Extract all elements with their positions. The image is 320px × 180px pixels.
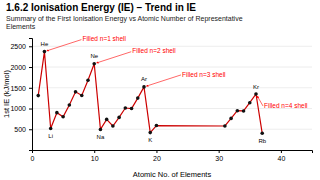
element-label: K [148, 137, 152, 143]
x-tick-label: 40 [277, 155, 285, 162]
y-tick: 500 [14, 126, 32, 133]
element-label: Li [48, 133, 53, 139]
element-label: Ar [141, 76, 147, 82]
x-tick: 20 [153, 150, 161, 162]
x-axis-label: Atomic No. of Elements [133, 170, 212, 179]
x-tick-label: 20 [153, 155, 161, 162]
data-point [124, 106, 128, 110]
data-point [142, 85, 146, 89]
data-point [223, 124, 227, 128]
annotation: Filled n=3 shell [182, 71, 226, 78]
data-point [136, 96, 140, 100]
y-tick-mark [29, 46, 32, 47]
data-point [242, 109, 246, 113]
annotation-arrow [97, 52, 132, 63]
x-tick-mark [156, 150, 157, 153]
data-point [36, 94, 40, 98]
subtitle-line: Summary of the First Ionisation Energy v… [6, 15, 243, 23]
x-tick: 0 [31, 150, 35, 162]
data-point [155, 124, 159, 128]
data-point [80, 94, 84, 98]
y-tick: 1000 [10, 105, 32, 112]
data-point [92, 62, 96, 66]
annotation: Filled n=2 shell [132, 47, 176, 54]
y-axis-line [29, 39, 33, 151]
x-axis: 0 10 20 30 40 [31, 150, 313, 162]
y-tick-label: 1000 [10, 105, 26, 112]
data-point [148, 131, 152, 135]
data-point [43, 50, 47, 54]
y-axis-label: 1st IE (kJ/mol) [2, 70, 11, 118]
annotations: Filled n=1 shell Filled n=2 shell Filled n… [47, 35, 308, 108]
y-tick-label: 1500 [10, 85, 26, 92]
grid-line [32, 87, 312, 88]
data-point [111, 124, 115, 128]
subtitle: Summary of the First Ionisation Energy v… [6, 15, 243, 30]
y-tick: 2000 [10, 64, 32, 71]
y-tick-mark [29, 67, 32, 68]
element-label: Ne [90, 53, 98, 59]
annotation: Filled n=1 shell [82, 35, 126, 42]
data-point [236, 109, 240, 113]
chart: 1.6.2 Ionisation Energy (IE) – Trend in … [0, 0, 320, 180]
x-tick-mark [94, 150, 95, 153]
x-tick-label: 10 [91, 155, 99, 162]
annotation: Filled n=4 shell [264, 102, 308, 109]
data-point [49, 127, 53, 131]
y-tick-mark [29, 129, 32, 130]
data-line [38, 52, 262, 134]
data-point [248, 101, 252, 105]
grid-line [32, 129, 312, 130]
data-point [117, 116, 121, 120]
y-tick-label: 500 [14, 126, 26, 133]
x-tick: 10 [91, 150, 99, 162]
y-tick-label: 2500 [10, 43, 26, 50]
data-point [254, 92, 258, 96]
data-point [55, 111, 59, 115]
element-label: Kr [253, 84, 259, 90]
annotation-arrow [47, 40, 82, 51]
grid-line [32, 67, 312, 68]
y-tick: 1500 [10, 85, 32, 92]
data-point [99, 128, 103, 132]
x-tick-mark [219, 150, 220, 153]
x-tick-label: 30 [215, 155, 223, 162]
data-point [74, 90, 78, 94]
data-point [105, 118, 109, 122]
y-axis: 500 1000 1500 2000 2500 [10, 39, 32, 151]
data-point [61, 115, 65, 119]
y-tick-mark [29, 88, 32, 89]
element-label: Na [97, 134, 105, 140]
y-tick-label: 2000 [10, 64, 26, 71]
y-tick: 2500 [10, 43, 32, 50]
plot-area [36, 50, 264, 135]
annotation-arrow [257, 96, 263, 106]
data-point [260, 131, 264, 135]
x-axis-line [33, 151, 313, 154]
x-tick-label: 0 [31, 155, 35, 162]
data-point [229, 117, 233, 121]
x-tick: 40 [277, 150, 285, 162]
data-point [68, 103, 72, 107]
x-tick: 30 [215, 150, 223, 162]
element-labels: He Li Ne Na Ar K Kr Rb [41, 41, 267, 144]
annotation-arrow [146, 75, 181, 86]
grid [32, 46, 312, 129]
x-tick-mark [281, 150, 282, 153]
subtitle-line: Elements [6, 23, 36, 30]
element-label: He [41, 41, 49, 47]
title: 1.6.2 Ionisation Energy (IE) – Trend in … [6, 2, 196, 13]
y-tick-mark [29, 109, 32, 110]
data-point [86, 78, 90, 82]
element-label: Rb [258, 138, 266, 144]
data-point [130, 107, 134, 111]
